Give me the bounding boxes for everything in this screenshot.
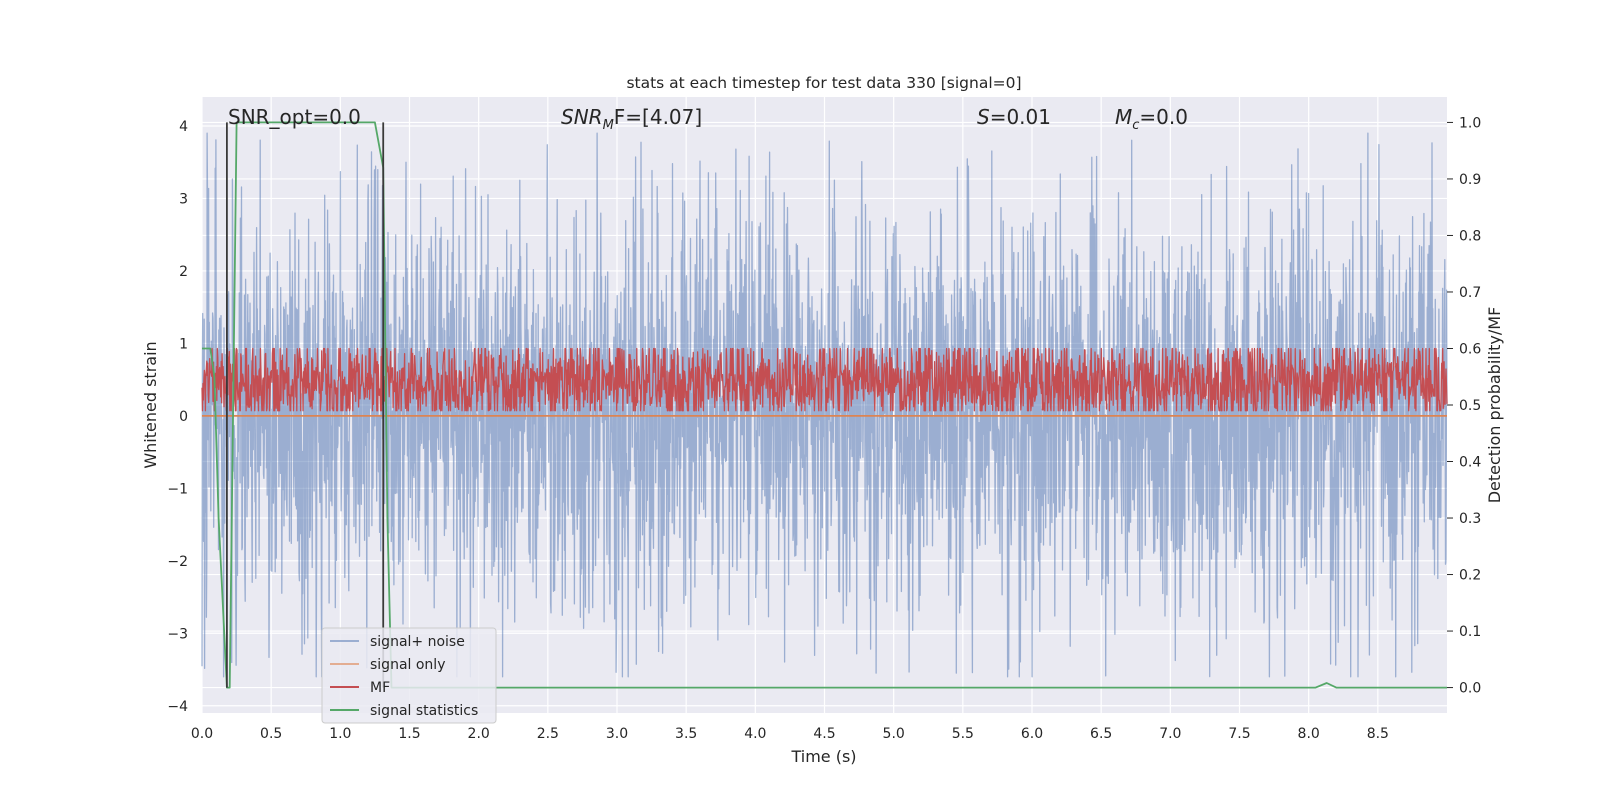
x-tick-label: 7.0 (1159, 726, 1181, 742)
x-tick-label: 2.5 (537, 726, 559, 742)
y-tick-label: −1 (167, 481, 188, 497)
annotation-s: S=0.01 (977, 105, 1051, 129)
annotation-snr-mf: SNRMF=[4.07] (561, 105, 702, 133)
x-tick-label: 4.0 (744, 726, 766, 742)
x-tick-label: 6.5 (1090, 726, 1112, 742)
y-tick-label: 1 (179, 336, 188, 352)
x-tick-label: 5.5 (952, 726, 974, 742)
y-axis-label: Whitened strain (141, 341, 160, 468)
y-axis-ticks: 4 3 2 1 0 −1 −2 −3 −4 (167, 119, 188, 715)
y2-tick-label: 0.3 (1459, 511, 1481, 527)
y2-tick-label: 1.0 (1459, 115, 1481, 131)
x-tick-label: 8.5 (1367, 726, 1389, 742)
x-tick-label: 8.0 (1298, 726, 1320, 742)
legend-label-signal-noise: signal+ noise (370, 634, 465, 650)
y-tick-label: 0 (179, 409, 188, 425)
y-tick-label: −2 (167, 554, 188, 570)
x-tick-label: 3.0 (606, 726, 628, 742)
x-tick-label: 3.5 (675, 726, 697, 742)
snr-mf-subscript: M (603, 118, 614, 133)
y-tick-label: −3 (167, 626, 188, 642)
legend-box (321, 627, 497, 724)
mc-symbol: M (1115, 105, 1132, 129)
series-layer (201, 121, 1448, 689)
x-tick-label: 6.0 (1021, 726, 1043, 742)
chart-title: stats at each timestep for test data 330… (626, 74, 1021, 92)
series-line-mf (201, 347, 1448, 412)
y2-axis-label: Detection probability/MF (1485, 307, 1504, 504)
x-tick-label: 7.5 (1228, 726, 1250, 742)
y2-tick-label: 0.7 (1459, 285, 1481, 301)
snr-mf-symbol: SNR (561, 105, 603, 129)
annotation-snr-opt: SNR_opt=0.0 (228, 105, 361, 129)
annotation-mc: Mc=0.0 (1115, 105, 1188, 133)
x-tick-label: 1.5 (398, 726, 420, 742)
legend-label-signal-only: signal only (370, 657, 445, 673)
legend-label-mf: MF (370, 680, 390, 696)
s-symbol: S (977, 105, 990, 129)
x-tick-label: 0.5 (260, 726, 282, 742)
mc-subscript: c (1132, 118, 1139, 133)
y-tick-label: −4 (167, 699, 188, 715)
x-tick-label: 1.0 (329, 726, 351, 742)
y2-axis-ticks: 1.0 0.9 0.8 0.7 0.6 0.5 0.4 0.3 0.2 0.1 0.0 (1447, 115, 1481, 697)
y-tick-label: 4 (179, 119, 188, 135)
y2-tick-label: 0.9 (1459, 172, 1481, 188)
snr-mf-value: F=[4.07] (614, 105, 702, 129)
y2-tick-label: 0.8 (1459, 228, 1481, 244)
y2-tick-label: 0.2 (1459, 568, 1481, 584)
y-tick-label: 3 (179, 191, 188, 207)
x-tick-label: 4.5 (813, 726, 835, 742)
x-tick-label: 2.0 (468, 726, 490, 742)
y2-tick-label: 0.6 (1459, 341, 1481, 357)
x-axis-ticks: 0.0 0.5 1.0 1.5 2.0 2.5 3.0 3.5 4.0 4.5 5.0 5.5 6.0 6… (191, 726, 1389, 742)
y2-tick-label: 0.1 (1459, 624, 1481, 640)
y2-tick-label: 0.5 (1459, 398, 1481, 414)
legend: signal+ noise signal only MF signal stat… (321, 627, 497, 724)
legend-label-signal-statistics: signal statistics (370, 703, 478, 719)
y2-tick-label: 0.4 (1459, 455, 1481, 471)
x-axis-label: Time (s) (790, 747, 856, 766)
x-tick-label: 5.0 (883, 726, 905, 742)
x-tick-label: 0.0 (191, 726, 213, 742)
mc-value: =0.0 (1139, 105, 1188, 129)
y2-tick-label: 0.0 (1459, 681, 1481, 697)
s-value: =0.01 (990, 105, 1051, 129)
y-tick-label: 2 (179, 264, 188, 280)
